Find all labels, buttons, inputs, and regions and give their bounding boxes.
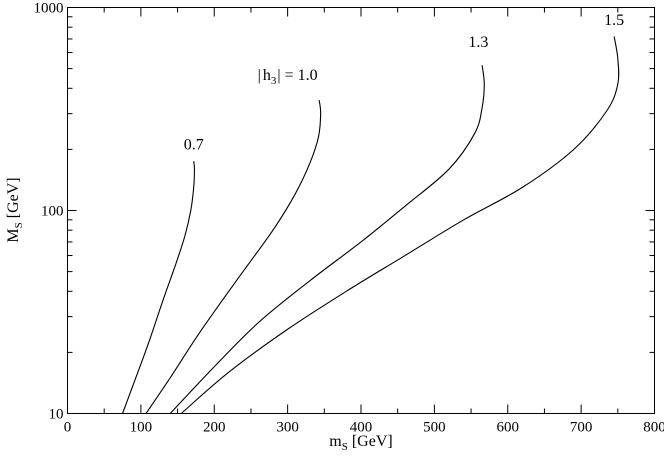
axis-ticks <box>67 7 655 414</box>
x-tick-label: 200 <box>203 420 226 436</box>
curve-2 <box>169 65 485 414</box>
x-tick-label: 100 <box>130 420 153 436</box>
curve-label-1: | h3| = 1.0 <box>258 67 318 87</box>
plot-frame <box>67 7 655 414</box>
curve-labels: 0.7 | h3| = 1.0 1.3 1.5 <box>184 12 624 153</box>
y-tick-label: 1000 <box>34 1 64 17</box>
curve-label-2: 1.3 <box>468 34 488 51</box>
curve-label-3: 1.5 <box>604 12 624 29</box>
curve-label-0: 0.7 <box>184 136 204 153</box>
x-tick-label: 600 <box>497 420 520 436</box>
y-tick-label: 100 <box>41 204 64 220</box>
x-tick-label: 800 <box>643 420 664 436</box>
x-tick-label: 400 <box>350 420 373 436</box>
x-axis-title: mS [GeV] <box>329 433 392 453</box>
x-tick-label: 300 <box>276 420 299 436</box>
x-tick-label: 0 <box>64 420 72 436</box>
curve-1 <box>145 99 322 414</box>
y-axis-title: MS [GeV] <box>5 177 25 242</box>
y-tick-label: 10 <box>49 407 64 423</box>
curve-0 <box>122 161 195 414</box>
x-tick-label: 500 <box>423 420 446 436</box>
x-tick-label: 700 <box>570 420 593 436</box>
curves <box>122 36 620 414</box>
tick-labels: 0 100 200 300 400 500 600 700 800 10 100 1000 <box>34 1 664 436</box>
curve-3 <box>180 36 620 414</box>
